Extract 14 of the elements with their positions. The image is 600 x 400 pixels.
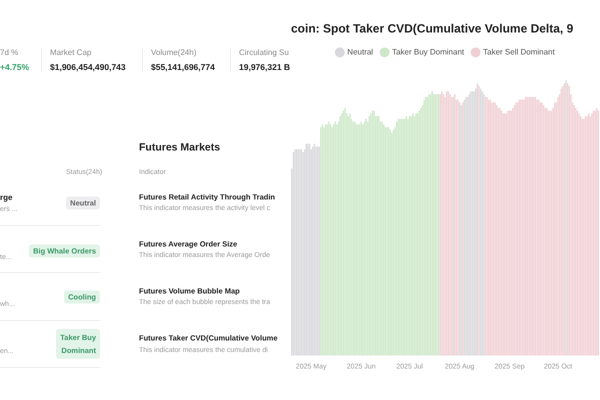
legend-label: Taker Sell Dominant	[483, 48, 556, 57]
legend-label: Taker Buy Dominant	[392, 48, 465, 57]
text: 19,976,321 B	[239, 62, 290, 72]
text: Market Cap	[50, 48, 92, 58]
text: rge	[0, 193, 12, 203]
chart-title: coin: Spot Taker CVD(Cumulative Volume Delta, 9	[291, 22, 574, 36]
text: $55,141,696,774	[151, 62, 215, 72]
text: Futures Markets	[139, 142, 220, 154]
text: Circulating Su	[239, 48, 289, 58]
text: Volume(24h)	[151, 48, 196, 58]
text: +4.75%	[0, 62, 30, 72]
text: $1,906,454,490,743	[50, 62, 126, 72]
text: 7d %	[0, 48, 18, 58]
legend-label: Neutral	[347, 48, 374, 57]
